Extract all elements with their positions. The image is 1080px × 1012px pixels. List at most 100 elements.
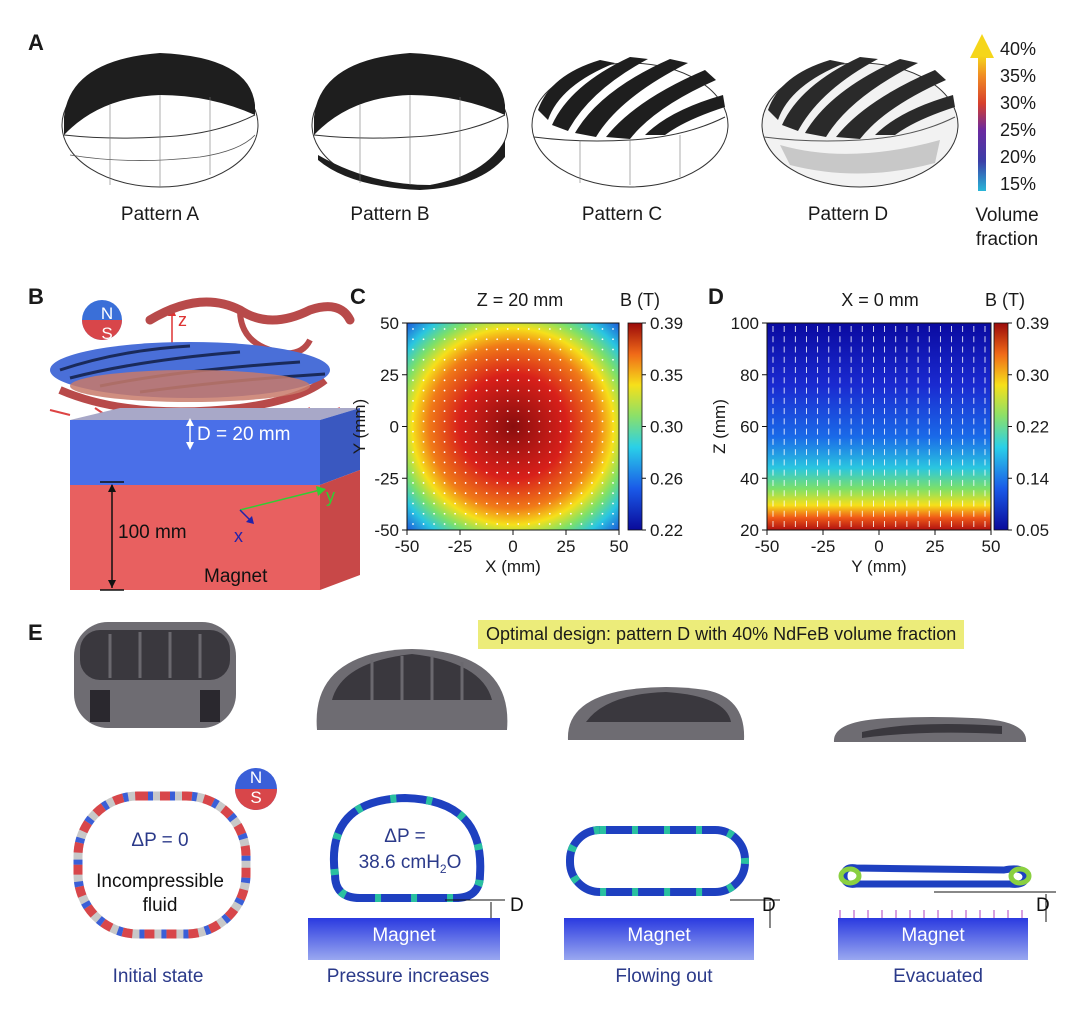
field-vector xyxy=(412,379,414,382)
colorbar-tick-label: 0.22 xyxy=(650,521,683,540)
field-vector xyxy=(464,482,467,484)
field-vector xyxy=(454,523,457,525)
field-vector xyxy=(485,451,488,454)
field-vector xyxy=(612,430,614,433)
field-vector xyxy=(506,369,509,371)
field-vector xyxy=(569,440,572,443)
field-vector xyxy=(422,523,425,525)
field-vector xyxy=(559,482,562,484)
field-vector xyxy=(433,461,435,464)
field-vector xyxy=(496,389,499,392)
field-vector xyxy=(412,369,414,371)
x-tick-label: 50 xyxy=(610,537,629,556)
field-vector xyxy=(454,348,457,351)
panel-letter-e: E xyxy=(28,620,43,645)
field-vector xyxy=(538,461,541,464)
x-tick-label: 0 xyxy=(874,537,883,556)
field-vector xyxy=(506,420,509,423)
field-vector xyxy=(464,399,467,402)
field-vector xyxy=(580,440,583,443)
field-vector xyxy=(580,471,583,474)
field-vector xyxy=(475,348,478,351)
field-vector xyxy=(580,492,583,495)
field-vector xyxy=(443,338,446,341)
field-vector xyxy=(433,358,435,361)
field-vector xyxy=(569,492,572,495)
field-vector xyxy=(443,523,446,525)
field-vector xyxy=(569,358,572,361)
field-vector xyxy=(538,410,541,413)
field-vector xyxy=(422,512,425,515)
field-vector xyxy=(454,358,457,361)
field-vector xyxy=(454,461,457,464)
field-vector xyxy=(485,492,488,495)
magnet-block-3 xyxy=(564,918,754,960)
field-vector xyxy=(506,399,509,402)
field-vector xyxy=(517,440,520,443)
field-vector xyxy=(591,512,593,515)
field-vector xyxy=(601,328,604,330)
field-vector xyxy=(485,328,488,330)
field-vector xyxy=(580,512,583,515)
field-vector xyxy=(601,358,604,361)
state-initial-shape xyxy=(73,791,251,939)
field-vector xyxy=(548,348,551,351)
field-vector xyxy=(591,338,593,341)
field-vector xyxy=(475,389,478,392)
field-vector xyxy=(464,523,467,525)
field-vector xyxy=(548,523,551,525)
field-vector xyxy=(517,328,520,330)
field-vector xyxy=(548,440,551,443)
field-vector xyxy=(506,430,509,433)
field-vector xyxy=(569,461,572,464)
y-tick-label: 80 xyxy=(740,366,759,385)
field-vector xyxy=(496,379,499,382)
field-vector xyxy=(485,348,488,351)
field-vector xyxy=(517,492,520,495)
y-axis-label: Z (mm) xyxy=(710,399,729,454)
field-vector xyxy=(412,410,414,413)
field-vector xyxy=(496,461,499,464)
field-vector xyxy=(464,492,467,495)
field-vector xyxy=(496,410,499,413)
field-vector xyxy=(454,430,457,433)
field-vector xyxy=(496,512,499,515)
field-vector xyxy=(412,399,414,402)
field-vector xyxy=(591,523,593,525)
field-vector xyxy=(559,348,562,351)
field-vector xyxy=(475,492,478,495)
field-vector xyxy=(580,502,583,505)
dp-pressure-label: ΔP = xyxy=(384,826,426,847)
field-vector xyxy=(527,348,530,351)
d-plot-title: X = 0 mm xyxy=(841,290,919,310)
field-vector xyxy=(548,502,551,505)
pattern-d-illustration xyxy=(761,57,959,188)
field-vector xyxy=(548,369,551,371)
field-vector xyxy=(527,482,530,484)
pattern-b-illustration xyxy=(311,53,509,190)
field-vector xyxy=(454,512,457,515)
field-vector xyxy=(517,410,520,413)
b-distance-label: D = 20 mm xyxy=(197,424,291,445)
x-axis-label: X (mm) xyxy=(485,557,541,576)
field-vector xyxy=(454,492,457,495)
field-vector xyxy=(601,492,604,495)
field-vector xyxy=(591,440,593,443)
field-vector xyxy=(559,358,562,361)
field-vector xyxy=(612,420,614,423)
field-vector xyxy=(580,430,583,433)
field-vector xyxy=(527,420,530,423)
field-vector xyxy=(422,328,425,330)
field-vector xyxy=(559,451,562,454)
state-flowing-caption: Flowing out xyxy=(615,966,713,987)
field-vector xyxy=(612,492,614,495)
pattern-d-caption: Pattern D xyxy=(807,204,889,225)
field-vector xyxy=(527,410,530,413)
field-vector xyxy=(591,399,593,402)
field-vector xyxy=(485,399,488,402)
field-vector xyxy=(538,379,541,382)
field-vector xyxy=(475,512,478,515)
field-vector xyxy=(559,430,562,433)
field-vector xyxy=(517,348,520,351)
